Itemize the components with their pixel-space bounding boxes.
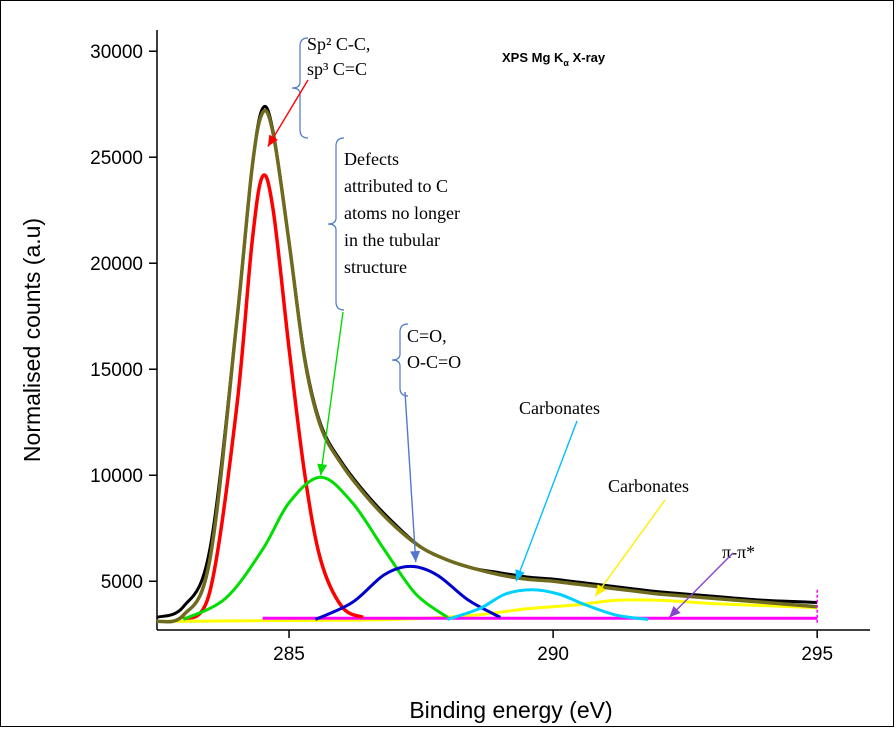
series-line-1 xyxy=(156,108,818,624)
annotation-0: Sp² C-C, sp³ C=C xyxy=(267,34,370,147)
x-tick-label: 290 xyxy=(537,644,569,665)
annotation-text-line: structure xyxy=(344,257,407,277)
annotation-arrow xyxy=(267,79,309,147)
annotation-arrow xyxy=(404,391,417,563)
annotation-arrowhead xyxy=(267,134,278,147)
series-layer xyxy=(156,104,818,624)
series-line-5 xyxy=(447,588,649,621)
x-tick-label: 285 xyxy=(273,644,305,665)
annotation-arrow xyxy=(668,552,734,618)
annotation-arrowhead xyxy=(317,463,328,476)
annotation-brace xyxy=(291,37,309,139)
annotation-arrow xyxy=(515,420,578,582)
annotation-2: C=O, O-C=O xyxy=(391,323,461,563)
annotation-text-line: O-C=O xyxy=(407,352,461,372)
series-line-6 xyxy=(156,598,818,623)
annotation-arrowhead xyxy=(669,605,681,618)
y-tick-label: 5000 xyxy=(101,572,143,593)
annotation-text-line: Carbonates xyxy=(608,476,689,496)
series-line-3 xyxy=(182,475,449,621)
y-tick-label: 20000 xyxy=(90,254,143,275)
y-tick-label: 30000 xyxy=(90,42,143,63)
annotation-3: Carbonates xyxy=(515,398,600,582)
annotation-text-line: Defects xyxy=(344,149,399,169)
annotation-5: π-π* xyxy=(668,542,755,618)
ticks: 285 290 295 5000 10000 15000 20000 25000 30000 xyxy=(90,42,833,665)
x-axis-title: Binding energy (eV) xyxy=(409,697,612,723)
annotation-arrow xyxy=(594,499,666,597)
annotation-text-line: attributed to C xyxy=(344,176,448,196)
annotation-text-line: Sp² C-C, xyxy=(307,34,370,54)
annotation-text-line: Carbonates xyxy=(519,398,600,418)
annotation-text-line: π-π* xyxy=(722,542,755,562)
x-tick-label: 295 xyxy=(801,644,833,665)
annotation-arrowhead xyxy=(410,550,421,563)
annotation-brace xyxy=(327,137,345,311)
axes xyxy=(156,30,870,631)
y-tick-label: 10000 xyxy=(90,466,143,487)
y-axis-title: Normalised counts (a.u) xyxy=(19,218,45,462)
annotation-arrowhead xyxy=(515,569,525,582)
annotation-4: Carbonates xyxy=(594,476,689,597)
annotation-text-line: atoms no longer xyxy=(344,203,460,223)
annotation-arrow xyxy=(320,311,344,476)
annotation-layer: Sp² C-C, sp³ C=C Defects attributed to C ato… xyxy=(267,34,755,618)
annotation-arrowhead xyxy=(595,584,606,597)
series-line-4 xyxy=(314,564,502,621)
y-tick-label: 15000 xyxy=(90,360,143,381)
annotation-1: Defects attributed to C atoms no longer in … xyxy=(317,137,460,476)
series-line-0 xyxy=(156,104,818,619)
y-tick-label: 25000 xyxy=(90,148,143,169)
series-line-2 xyxy=(182,173,364,621)
chart-title: XPS Mg Kα X-ray xyxy=(502,50,606,68)
annotation-brace xyxy=(391,323,409,397)
annotation-text-line: sp³ C=C xyxy=(307,59,367,79)
annotation-text-line: C=O, xyxy=(407,326,447,346)
annotation-text-line: in the tubular xyxy=(344,230,440,250)
